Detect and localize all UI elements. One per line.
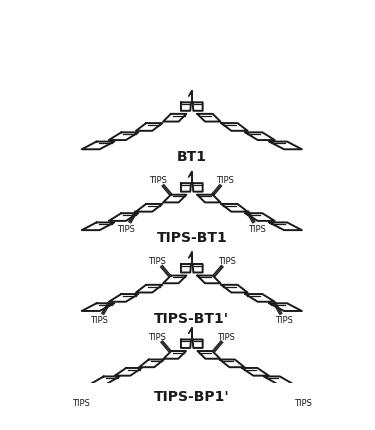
Text: TIPS: TIPS (148, 257, 166, 266)
Text: TIPS: TIPS (148, 332, 166, 341)
Text: TIPS: TIPS (294, 398, 312, 407)
Text: TIPS: TIPS (276, 316, 293, 325)
Text: TIPS-BT1': TIPS-BT1' (154, 311, 230, 325)
Text: TIPS-BP1': TIPS-BP1' (154, 389, 230, 403)
Text: TIPS: TIPS (216, 176, 234, 185)
Text: TIPS: TIPS (218, 257, 236, 266)
Text: TIPS: TIPS (72, 398, 90, 407)
Text: TIPS: TIPS (248, 224, 266, 233)
Text: TIPS-BT1: TIPS-BT1 (156, 230, 227, 245)
Text: TIPS: TIPS (117, 224, 135, 233)
Text: BT1: BT1 (177, 150, 207, 164)
Text: TIPS: TIPS (217, 332, 235, 341)
Text: TIPS: TIPS (150, 176, 167, 185)
Text: TIPS: TIPS (90, 316, 108, 325)
